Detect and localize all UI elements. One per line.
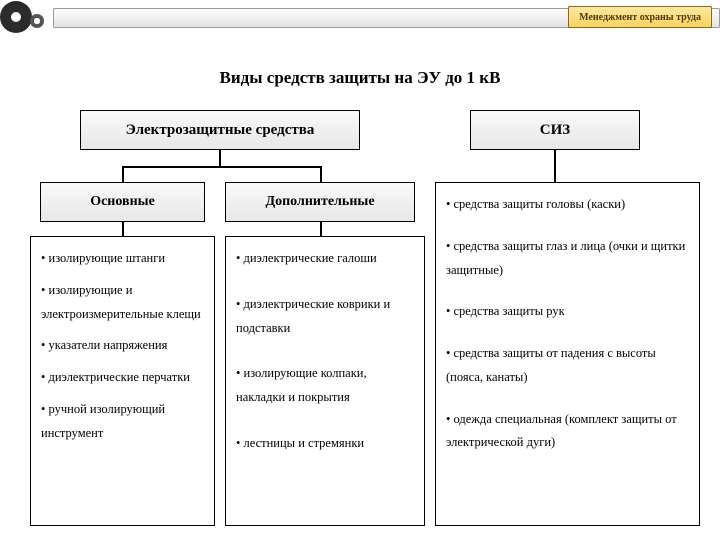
connector [320, 222, 322, 236]
node-osn: Основные [40, 182, 205, 222]
connector [320, 166, 322, 182]
page-title: Виды средств защиты на ЭУ до 1 кВ [0, 68, 720, 88]
connector [219, 150, 221, 166]
list-item: • средства защиты глаз и лица (очки и щи… [446, 235, 689, 283]
list-item: • диэлектрические перчатки [41, 366, 204, 390]
topbar: Менеджмент охраны труда [0, 0, 720, 36]
node-siz: СИЗ [470, 110, 640, 150]
column-siz: • средства защиты головы (каски) • средст… [435, 182, 700, 526]
list-item: • изолирующие и электроизмерительные кле… [41, 279, 204, 327]
list-item: • средства защиты головы (каски) [446, 193, 689, 217]
list-item: • средства защиты от падения с высоты (п… [446, 342, 689, 390]
list-item: • указатели напряжения [41, 334, 204, 358]
list-item: • изолирующие штанги [41, 247, 204, 271]
list-item: • диэлектрические галоши [236, 247, 414, 271]
node-ez: Электрозащитные средства [80, 110, 360, 150]
column-osnovnye: • изолирующие штанги • изолирующие и элек… [30, 236, 215, 526]
header-badge: Менеджмент охраны труда [568, 6, 712, 28]
list-item: • ручной изолирующий инструмент [41, 398, 204, 446]
connector [122, 222, 124, 236]
list-item: • одежда специальная (комплект защиты от… [446, 408, 689, 456]
node-dop: Дополнительные [225, 182, 415, 222]
list-item: • изолирующие колпаки, накладки и покрыт… [236, 362, 414, 410]
column-dopolnitelnye: • диэлектрические галоши • диэлектрически… [225, 236, 425, 526]
list-item: • диэлектрические коврики и подставки [236, 293, 414, 341]
diagram-canvas: Электрозащитные средства СИЗ Основные До… [0, 110, 720, 540]
connector [122, 166, 322, 168]
gears-icon [0, 0, 56, 36]
connector [122, 166, 124, 182]
list-item: • лестницы и стремянки [236, 432, 414, 456]
list-item: • средства защиты рук [446, 300, 689, 324]
connector [554, 150, 556, 182]
